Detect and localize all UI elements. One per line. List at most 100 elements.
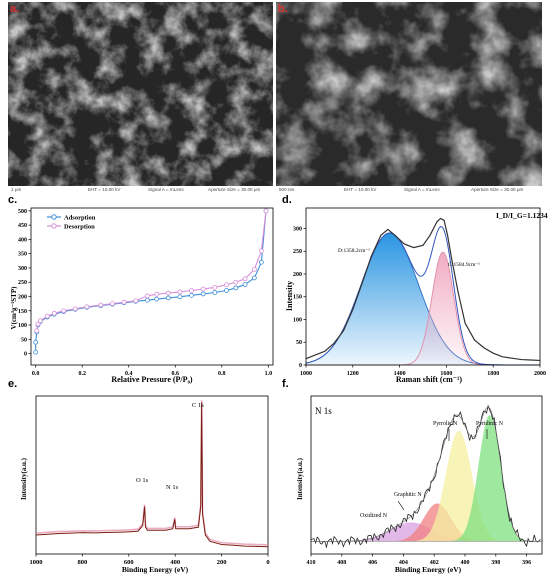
panel-label-e: e.: [8, 378, 18, 390]
y-tick-label: 250: [293, 249, 302, 255]
adsorption-point: [177, 294, 183, 300]
x-tick-label: 410: [307, 560, 316, 566]
xps-survey-curve: [35, 402, 269, 548]
adsorption-point: [154, 296, 160, 302]
plot-frame: [30, 207, 274, 366]
adsorption-point: [242, 282, 248, 287]
adsorption-line: [35, 210, 267, 353]
desorption-point: [154, 291, 160, 297]
desorption-point: [35, 321, 41, 327]
adsorption-point: [251, 275, 257, 281]
y-tick-label: 350: [18, 252, 27, 258]
peak-label-c1s: C 1s: [192, 402, 204, 409]
legend-desorption-marker: [51, 223, 57, 229]
xps-survey-envelope: [35, 400, 269, 546]
n1s-graphitic-n-area: [311, 503, 542, 542]
x-tick-label: 1000: [30, 559, 43, 566]
x-tick-label: 0: [266, 559, 269, 566]
bet-legend: Adsorption Desorption: [47, 214, 96, 231]
n1s-oxidized-label: Oxidized N: [360, 513, 388, 519]
desorption-point: [37, 318, 43, 324]
desorption-point: [61, 308, 66, 314]
sem-texture-a: [8, 2, 273, 186]
x-tick-label: 600: [124, 559, 134, 566]
desorption-point: [224, 282, 229, 288]
x-tick-label: 0.8: [218, 371, 226, 377]
plot-frame: [305, 207, 541, 366]
x-tick-label: 396: [522, 560, 531, 566]
raman-chart: 1000 1200 1400 1600 1800 2000 0 50 100 150 200 250 3…: [285, 207, 548, 384]
adsorption-point: [224, 288, 229, 293]
y-tick-label: 500: [18, 209, 27, 215]
y-tick-label: 300: [18, 266, 27, 272]
raman-g-annotation: G:1584.9cm⁻¹: [448, 262, 480, 268]
desorption-point: [144, 293, 150, 299]
panel-label-d: d.: [282, 194, 292, 206]
x-tick-label: 2000: [534, 371, 546, 377]
n1s-pyridinic-n-area: [311, 414, 542, 542]
desorption-point: [165, 290, 171, 296]
adsorption-point: [33, 349, 39, 355]
adsorption-point: [200, 291, 206, 297]
desorption-point: [263, 208, 269, 214]
x-tick-label: 800: [78, 559, 88, 566]
plot-frame: [310, 395, 543, 555]
x-tick-label: 400: [461, 560, 470, 566]
desorption-point: [121, 299, 127, 305]
bet-ylabel: V(cm³g⁻¹STP): [10, 286, 18, 330]
y-tick-label: 0: [299, 363, 302, 369]
n1s-title: N 1s: [315, 406, 332, 416]
y-tick-label: 150: [18, 309, 27, 315]
x-tick-label: 0.6: [172, 371, 180, 377]
adsorption-point: [165, 295, 171, 301]
graphitic-pointer: [397, 500, 405, 511]
sem-footer-b: 500 nm EHT = 10.00 kV Signal A = InLens …: [276, 186, 542, 194]
desorption-point: [110, 301, 115, 307]
y-tick-label: 300: [293, 226, 302, 232]
sem-texture-b: [276, 2, 542, 186]
n1s-pyrrolic-label: Pyrrolic N: [433, 421, 458, 427]
legend-adsorption: Adsorption: [64, 215, 96, 222]
eht-label-b: EHT = 10.00 kV: [344, 187, 377, 192]
signal-label-a: Signal A = InLens: [148, 187, 184, 192]
desorption-point: [258, 248, 264, 254]
sem-image-b: b. 500 nm EHT = 10.00 kV Signal A = InLe…: [276, 2, 542, 194]
x-tick-label: 0.0: [32, 371, 40, 377]
x-tick-label: 1000: [300, 371, 312, 377]
y-tick-label: 100: [18, 323, 27, 329]
xps-survey-ylabel: Intensity(a.u.): [20, 457, 28, 500]
panel-label-f: f.: [282, 378, 289, 390]
raman-d-band-area: [306, 233, 540, 365]
legend-adsorption-marker: [51, 214, 57, 220]
adsorption-point: [33, 339, 39, 345]
adsorption-point: [233, 285, 239, 291]
y-tick-label: 450: [18, 223, 27, 229]
desorption-point: [200, 286, 206, 292]
desorption-point: [251, 266, 257, 272]
x-tick-label: 1400: [394, 371, 406, 377]
y-tick-label: 100: [293, 317, 302, 323]
x-tick-label: 1200: [347, 371, 359, 377]
adsorption-point: [258, 259, 264, 265]
peak-label-o1s: O 1s: [136, 477, 149, 484]
x-tick-label: 1800: [487, 371, 499, 377]
desorption-point: [72, 306, 78, 312]
adsorption-point: [212, 290, 218, 295]
desorption-point: [51, 310, 57, 316]
desorption-point: [133, 298, 139, 304]
n1s-fit-curve: [311, 406, 541, 542]
x-tick-label: 404: [399, 560, 408, 566]
y-tick-label: 250: [18, 280, 27, 286]
desorption-point: [44, 313, 50, 319]
raman-ylabel: Intensity: [285, 281, 294, 311]
aperture-label-b: Aperture Size = 30.00 μm: [471, 187, 524, 192]
desorption-point: [212, 284, 218, 290]
y-tick-label: 400: [18, 237, 27, 243]
adsorption-point: [189, 292, 194, 298]
desorption-point: [177, 289, 183, 295]
y-tick-label: 150: [293, 295, 302, 301]
xps-survey-chart: 1000 800 600 400 200 0 Binding Energy (eV) In…: [20, 395, 270, 574]
peak-label-n1s: N 1s: [166, 484, 179, 491]
panel-label-b: b.: [278, 3, 288, 15]
signal-label-b: Signal A = InLens: [404, 187, 440, 192]
